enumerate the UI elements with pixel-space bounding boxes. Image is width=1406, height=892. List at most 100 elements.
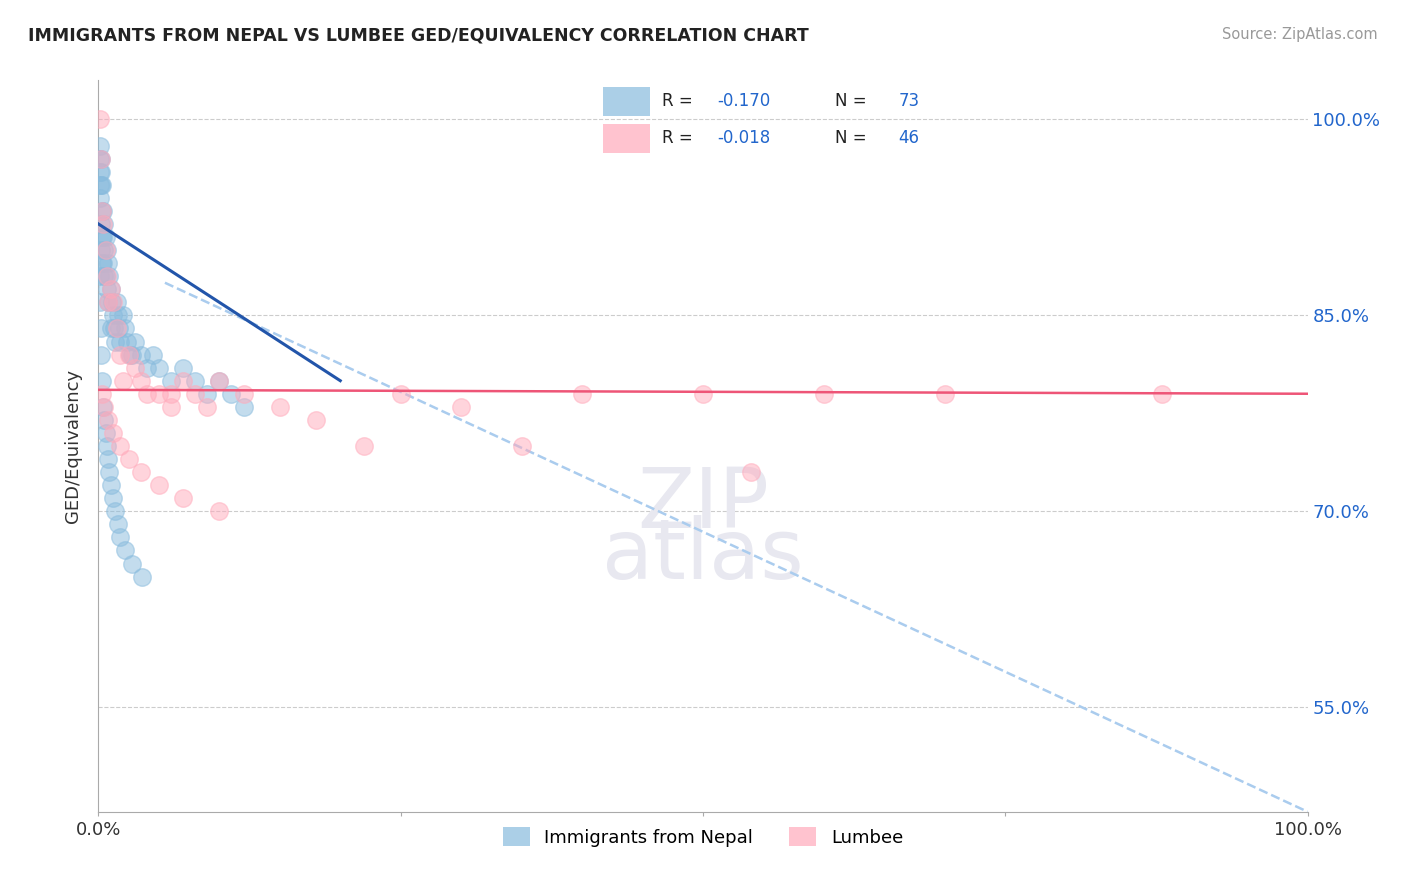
Text: N =: N = [835,92,872,110]
Point [160,400,183,414]
Point [389,386,412,401]
Point [91,203,114,218]
Point [232,400,254,414]
Point [101,425,124,440]
Y-axis label: GED/Equivalency: GED/Equivalency [65,369,83,523]
Point [91,178,114,192]
Point [117,334,139,349]
Point [97,295,120,310]
Point [221,386,243,401]
Point [97,256,120,270]
Point [90,243,112,257]
Point [108,530,131,544]
Bar [603,124,650,153]
Point [208,504,231,518]
Point [89,164,111,178]
Point [91,256,114,270]
Point [96,269,118,284]
Point [93,243,115,257]
Point [692,386,714,401]
Point [93,400,115,414]
Text: 73: 73 [898,92,920,110]
Point [105,321,128,335]
Point [118,348,141,362]
Point [148,386,170,401]
Point [232,386,254,401]
Point [89,295,111,310]
Point [118,348,141,362]
Point [450,400,472,414]
Point [108,334,131,349]
Point [108,321,131,335]
Text: N =: N = [835,129,872,147]
Point [124,360,146,375]
Point [195,386,218,401]
Point [100,282,122,296]
Text: IMMIGRANTS FROM NEPAL VS LUMBEE GED/EQUIVALENCY CORRELATION CHART: IMMIGRANTS FROM NEPAL VS LUMBEE GED/EQUI… [28,27,808,45]
Text: R =: R = [662,92,699,110]
Text: 46: 46 [898,129,920,147]
Text: -0.018: -0.018 [717,129,770,147]
Point [172,491,194,506]
Point [269,400,291,414]
Point [208,374,231,388]
Point [96,282,118,296]
Point [91,203,114,218]
Point [114,321,136,335]
Point [89,112,111,127]
Point [160,386,183,401]
Point [97,413,120,427]
Point [118,452,141,467]
Point [90,178,112,192]
Point [104,504,127,518]
Point [934,386,956,401]
Point [89,138,111,153]
Point [91,230,114,244]
Point [148,478,170,492]
Point [98,465,121,479]
Point [90,321,112,335]
Point [172,360,194,375]
Point [107,309,129,323]
Point [90,348,112,362]
Point [94,269,117,284]
Point [135,360,157,375]
Point [100,282,122,296]
Point [101,309,124,323]
Legend: Immigrants from Nepal, Lumbee: Immigrants from Nepal, Lumbee [496,820,910,854]
Point [94,425,117,440]
Point [91,386,114,401]
Point [305,413,328,427]
Point [91,374,114,388]
Point [96,439,118,453]
Point [172,374,194,388]
Point [94,230,117,244]
Text: atlas: atlas [602,516,804,596]
Point [103,321,125,335]
Point [91,230,114,244]
Point [90,152,112,166]
Point [1152,386,1174,401]
Point [94,243,117,257]
Point [100,321,122,335]
Point [131,569,153,583]
Point [121,557,143,571]
Point [124,334,146,349]
Point [121,348,143,362]
Point [90,164,112,178]
Point [195,400,218,414]
Text: Source: ZipAtlas.com: Source: ZipAtlas.com [1222,27,1378,42]
Point [510,439,533,453]
Point [96,243,118,257]
Bar [603,87,650,116]
Point [108,439,131,453]
Text: -0.170: -0.170 [717,92,770,110]
Point [91,400,114,414]
Point [93,217,115,231]
Point [97,452,120,467]
Point [571,386,593,401]
Point [184,374,207,388]
Point [135,386,157,401]
Point [90,152,112,166]
Point [184,386,207,401]
